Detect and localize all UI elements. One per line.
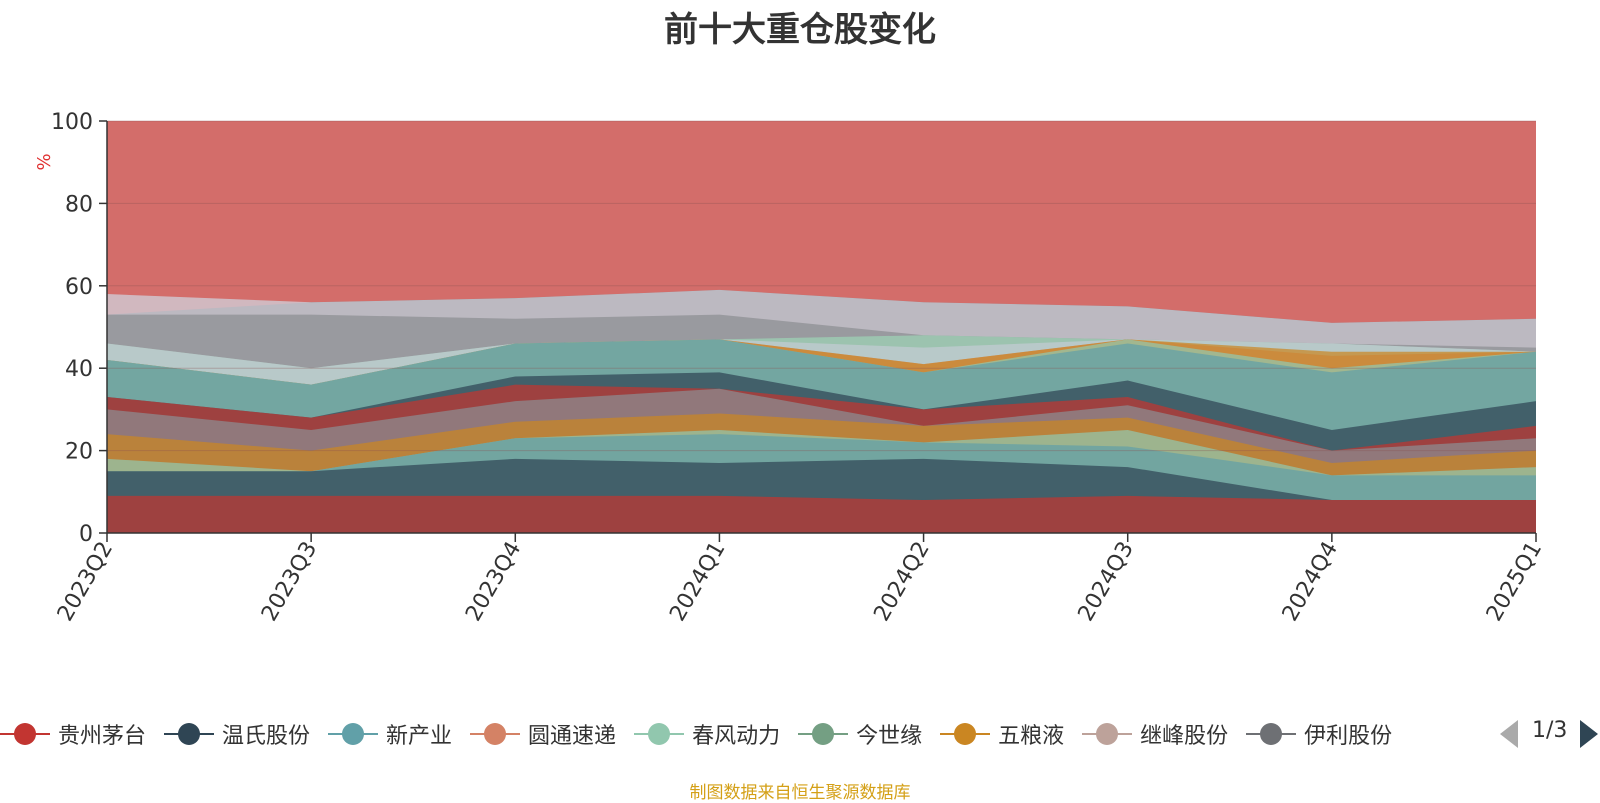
legend-label: 圆通速递 (528, 724, 617, 749)
legend-item-1[interactable]: 温氏股份 (164, 714, 310, 754)
legend-label: 继峰股份 (1140, 724, 1229, 749)
y-axis-label: % (34, 153, 55, 170)
legend-marker-icon (470, 721, 521, 747)
legend-marker-icon (164, 721, 215, 747)
source-note: 制图数据来自恒生聚源数据库 (689, 783, 911, 803)
legend-item-8[interactable]: 伊利股份 (1246, 714, 1392, 754)
legend-item-2[interactable]: 新产业 (328, 714, 452, 754)
x-tick-label-4: 2024Q2 (869, 538, 934, 626)
chart-title: 前十大重仓股变化 (664, 10, 936, 50)
x-tick-label-1: 2023Q3 (257, 538, 322, 626)
legend-marker-icon (328, 721, 379, 747)
legend-label: 温氏股份 (222, 724, 311, 749)
legend-marker-icon (634, 721, 685, 747)
x-tick-label-2: 2023Q4 (461, 538, 526, 626)
legend-item-3[interactable]: 圆通速递 (470, 714, 616, 754)
chart-plot: 0 20 40 60 80 100% 2023Q2 2023Q3 2023Q4 2024Q1 202… (34, 110, 1547, 626)
y-tick-label-100: 100 (51, 110, 93, 135)
y-tick-label-60: 60 (65, 275, 93, 300)
x-tick-label-6: 2024Q4 (1278, 538, 1343, 626)
legend-marker-icon (940, 721, 991, 747)
legend-item-0[interactable]: 贵州茅台 (0, 714, 146, 754)
legend-item-5[interactable]: 今世缘 (798, 714, 922, 754)
x-tick-label-7: 2025Q1 (1482, 538, 1547, 626)
x-tick-label-5: 2024Q3 (1074, 538, 1139, 626)
x-tick-label-3: 2024Q1 (665, 538, 730, 626)
pager-prev-arrow-icon[interactable] (1500, 720, 1518, 748)
legend-item-7[interactable]: 继峰股份 (1082, 714, 1228, 754)
legend-label: 新产业 (386, 724, 453, 749)
legend-label: 五粮液 (998, 724, 1065, 749)
x-tick-label-0: 2023Q2 (53, 538, 118, 626)
legend-pager: 1/3 (1500, 714, 1600, 754)
pager-page-indicator: 1/3 (1532, 718, 1568, 743)
y-tick-label-20: 20 (65, 440, 93, 465)
legend-label: 今世缘 (856, 724, 923, 749)
legend-marker-icon (1082, 721, 1133, 747)
legend-marker-icon (798, 721, 849, 747)
legend-label: 贵州茅台 (58, 724, 147, 749)
y-tick-label-0: 0 (79, 522, 93, 547)
legend-marker-icon (1246, 721, 1297, 747)
legend-item-4[interactable]: 春风动力 (634, 714, 780, 754)
legend-label: 伊利股份 (1304, 724, 1393, 749)
pager-next-arrow-icon[interactable] (1580, 720, 1598, 748)
legend-marker-icon (0, 721, 50, 747)
area-band-17 (107, 495, 1536, 533)
legend-item-6[interactable]: 五粮液 (940, 714, 1064, 754)
legend: 贵州茅台 温氏股份 新产业 圆通速递 春风动力 今世缘 五粮液 继峰股份 伊利股份 (0, 714, 1490, 754)
y-tick-label-40: 40 (65, 357, 93, 382)
y-tick-label-80: 80 (65, 192, 93, 217)
legend-label: 春风动力 (692, 724, 781, 749)
